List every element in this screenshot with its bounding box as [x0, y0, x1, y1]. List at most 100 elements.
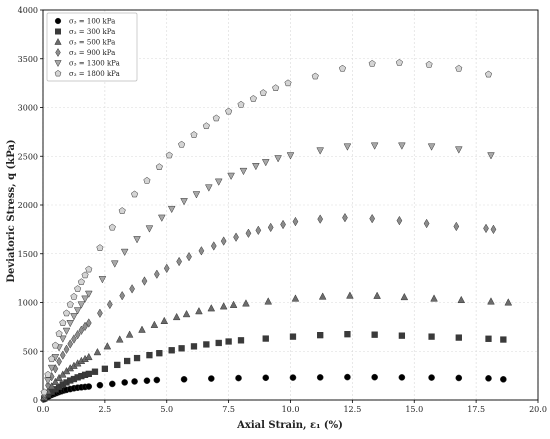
data-point	[316, 147, 325, 155]
data-point	[262, 374, 270, 382]
data-point	[239, 167, 248, 176]
data-point	[120, 248, 129, 257]
x-tick-label: 5.0	[160, 405, 173, 414]
data-point	[344, 373, 351, 381]
data-point	[62, 327, 71, 336]
data-point	[129, 284, 135, 294]
data-point	[85, 265, 93, 273]
data-point	[370, 142, 379, 150]
data-point	[70, 292, 78, 300]
data-point	[485, 375, 492, 382]
data-point	[311, 72, 319, 80]
axis-layer: 0.0 2.5 5.0 7.5 10.0 12.5 15.0 17.5 20.0 0 500 1000…	[18, 6, 547, 414]
data-point	[143, 176, 151, 184]
legend-marker	[55, 48, 61, 57]
data-point	[96, 381, 104, 389]
data-point	[186, 251, 192, 262]
data-point	[237, 100, 245, 108]
data-point	[114, 361, 121, 369]
data-point	[235, 374, 242, 382]
data-point	[343, 143, 352, 151]
data-point	[165, 151, 173, 159]
y-tick-label: 3000	[18, 104, 38, 113]
series-1	[41, 331, 507, 402]
data-point	[143, 377, 151, 385]
data-point	[98, 276, 107, 284]
data-point	[108, 380, 116, 388]
data-point	[103, 342, 112, 350]
data-point	[74, 329, 81, 340]
y-tick-label: 3500	[18, 55, 38, 64]
data-point	[262, 335, 269, 342]
data-point	[237, 337, 245, 344]
data-point	[395, 58, 403, 66]
x-tick-label: 15.0	[405, 405, 423, 414]
series-2	[40, 291, 513, 401]
legend-marker	[54, 60, 62, 68]
data-point	[220, 236, 227, 246]
data-point	[44, 370, 52, 378]
data-point	[202, 122, 210, 130]
data-point	[398, 374, 406, 381]
data-point	[48, 355, 56, 363]
x-axis-title: Axial Strain, ε₁ (%)	[236, 420, 343, 431]
data-point	[176, 256, 182, 267]
data-point	[500, 376, 507, 383]
data-point	[108, 223, 116, 231]
data-point	[182, 309, 191, 318]
data-point	[274, 155, 282, 163]
data-point	[214, 178, 223, 186]
data-point	[207, 304, 216, 312]
data-point	[280, 219, 286, 230]
data-point	[430, 294, 438, 302]
data-point	[215, 339, 222, 347]
data-point	[168, 347, 175, 354]
data-point	[344, 331, 351, 338]
data-point	[71, 334, 77, 344]
data-point	[47, 364, 56, 373]
data-point	[487, 297, 495, 305]
y-tick-label: 500	[23, 347, 38, 356]
data-point	[74, 285, 82, 292]
series-5	[40, 58, 493, 396]
data-point	[242, 299, 250, 307]
data-point	[212, 114, 220, 122]
data-point	[400, 292, 409, 301]
marker-layer	[40, 58, 513, 403]
data-point	[371, 331, 378, 338]
legend-label: σ₃ = 1300 kPa	[69, 60, 120, 68]
data-point	[369, 213, 376, 224]
data-point	[233, 232, 239, 242]
data-point	[373, 291, 381, 299]
data-point	[133, 236, 141, 244]
y-tick-label: 2500	[18, 152, 38, 161]
data-point	[423, 218, 430, 229]
data-point	[167, 205, 176, 214]
data-point	[264, 297, 273, 305]
data-point	[115, 335, 124, 343]
data-point	[453, 221, 460, 232]
data-point	[59, 350, 66, 360]
data-point	[119, 290, 126, 301]
data-point	[82, 321, 88, 332]
data-point	[62, 309, 71, 317]
data-point	[255, 225, 262, 236]
x-tick-label: 20.0	[529, 405, 547, 414]
data-point	[396, 215, 403, 226]
data-point	[77, 278, 85, 286]
data-point	[368, 59, 376, 67]
y-axis-title: Deviatoric Stress, q (kPa)	[6, 139, 17, 282]
legend-marker	[54, 37, 62, 45]
data-point	[110, 260, 119, 268]
data-point	[487, 152, 495, 160]
x-tick-label: 2.5	[99, 405, 112, 414]
data-point	[77, 301, 86, 309]
data-point	[180, 376, 188, 383]
data-point	[317, 332, 324, 339]
legend-box	[46, 12, 138, 82]
data-point	[91, 368, 99, 375]
data-point	[70, 313, 78, 321]
data-point	[227, 172, 235, 181]
data-point	[267, 222, 274, 233]
